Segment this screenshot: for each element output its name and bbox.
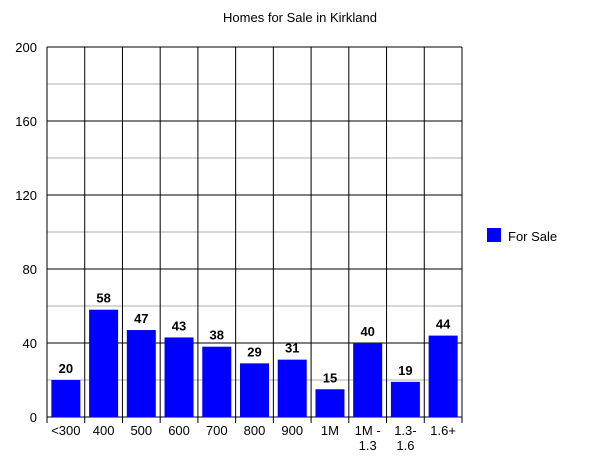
bar [202,346,232,417]
x-category-label: 1.6+ [430,423,456,438]
x-axis-categories: <300 400 500 600 700 800 900 1M 1M -1.3 1.3-1.6 1.… [51,423,456,453]
bar [126,330,156,417]
bar [428,335,458,417]
bar-value-label: 15 [323,370,337,385]
x-category-label: 1.3-1.6 [394,423,416,453]
bar [315,389,345,417]
y-tick-label: 40 [23,336,37,351]
x-category-label: 1M [321,423,339,438]
bar-value-label: 43 [172,318,186,333]
bar-value-label: 58 [96,291,110,306]
x-category-label: 1M -1.3 [355,423,381,453]
bar [390,381,420,417]
y-tick-label: 200 [15,40,37,55]
x-category-label: 900 [281,423,303,438]
x-category-label: <300 [51,423,80,438]
y-tick-label: 0 [30,410,37,425]
bar-value-label: 44 [436,317,451,332]
x-category-label: 400 [93,423,115,438]
legend-swatch-for-sale [487,228,501,242]
bar-value-label: 38 [210,328,224,343]
bar-value-label: 47 [134,311,148,326]
y-tick-label: 80 [23,262,37,277]
bar-value-label: 31 [285,341,299,356]
bar [89,309,119,417]
bars: 20 58 47 43 38 29 31 15 40 19 44 [51,291,458,417]
y-axis-ticks: 0 40 80 120 160 200 [15,40,37,425]
bar [240,363,269,417]
legend: For Sale [487,228,557,244]
bar [277,359,307,417]
bar-value-label: 29 [247,344,261,359]
bar-value-label: 20 [59,361,73,376]
chart-title: Homes for Sale in Kirkland [223,10,377,25]
bar [353,343,383,417]
bar-value-label: 19 [398,363,412,378]
bar [164,337,194,417]
y-tick-label: 160 [15,114,37,129]
bar [51,380,81,417]
bar-value-label: 40 [360,324,374,339]
x-category-label: 800 [244,423,266,438]
x-category-label: 600 [168,423,190,438]
legend-label-for-sale: For Sale [508,229,557,244]
x-category-label: 700 [206,423,228,438]
x-category-label: 500 [130,423,152,438]
y-tick-label: 120 [15,188,37,203]
